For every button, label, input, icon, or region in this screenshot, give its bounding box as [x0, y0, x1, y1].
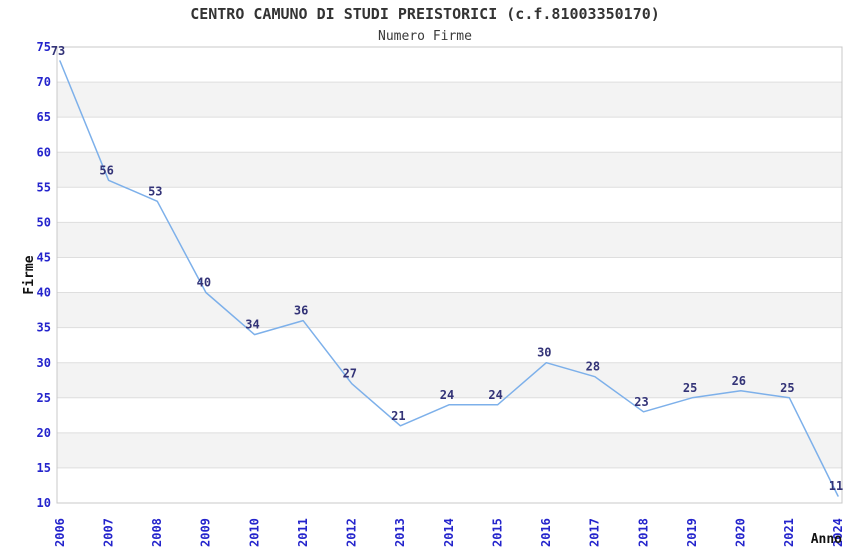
- plot-bands: [57, 82, 842, 468]
- y-tick-label: 45: [37, 251, 51, 265]
- y-tick-label: 30: [37, 356, 51, 370]
- x-axis-tick-labels: 2006 2007 2008 2009 2010 2011 2012 2013 2014 2015…: [53, 518, 845, 547]
- data-point-label: 73: [51, 44, 65, 58]
- data-point-label: 56: [99, 163, 113, 177]
- y-tick-label: 40: [37, 286, 51, 300]
- data-point-label: 34: [245, 318, 259, 332]
- x-tick-label: 2009: [199, 518, 213, 547]
- x-tick-label: 2024: [831, 518, 845, 547]
- plot-band: [57, 432, 842, 468]
- x-tick-label: 2021: [782, 518, 796, 547]
- y-tick-label: 65: [37, 110, 51, 124]
- series-group: [59, 60, 839, 497]
- x-tick-label: 2008: [150, 518, 164, 547]
- y-tick-label: 55: [37, 180, 51, 194]
- x-tick-label: 2019: [685, 518, 699, 547]
- data-point-label: 27: [343, 367, 357, 381]
- series-line: [59, 60, 839, 497]
- x-tick-label: 2017: [588, 518, 602, 547]
- plot-band: [57, 362, 842, 398]
- chart-title: CENTRO CAMUNO DI STUDI PREISTORICI (c.f.…: [190, 5, 660, 23]
- x-tick-label: 2013: [393, 518, 407, 547]
- data-point-label: 21: [391, 409, 405, 423]
- plot-band: [57, 292, 842, 328]
- plot-band: [57, 82, 842, 118]
- y-tick-label: 60: [37, 145, 51, 159]
- data-point-label: 30: [537, 346, 551, 360]
- data-point-label: 25: [780, 381, 794, 395]
- y-tick-label: 25: [37, 391, 51, 405]
- data-point-label: 24: [440, 388, 454, 402]
- y-tick-label: 10: [37, 496, 51, 510]
- plot-band: [57, 222, 842, 258]
- y-tick-label: 15: [37, 461, 51, 475]
- x-tick-label: 2011: [296, 518, 310, 547]
- data-point-label: 23: [634, 395, 648, 409]
- x-axis-title: Anno: [811, 532, 842, 547]
- data-point-label: 25: [683, 381, 697, 395]
- x-tick-label: 2012: [345, 518, 359, 547]
- data-point-label: 28: [586, 360, 600, 374]
- data-point-label: 36: [294, 304, 308, 318]
- y-tick-label: 20: [37, 426, 51, 440]
- y-tick-label: 50: [37, 215, 51, 229]
- data-labels-group: 73 56 53 40 34 36 27 21 24 24 30 28 23 25 26 25 11: [51, 44, 843, 493]
- data-point-label: 11: [829, 479, 843, 493]
- x-tick-label: 2007: [101, 518, 115, 547]
- x-tick-label: 2014: [442, 518, 456, 547]
- plot-border: [56, 46, 843, 504]
- data-point-label: 40: [197, 276, 211, 290]
- y-tick-label: 35: [37, 321, 51, 335]
- x-tick-label: 2020: [734, 518, 748, 547]
- y-tick-label: 70: [37, 75, 51, 89]
- data-point-label: 24: [488, 388, 502, 402]
- y-tick-label: 75: [37, 40, 51, 54]
- x-tick-label: 2006: [53, 518, 67, 547]
- plot-band: [57, 152, 842, 188]
- x-tick-label: 2018: [636, 518, 650, 547]
- y-axis-title: Firme: [22, 255, 37, 294]
- x-tick-label: 2015: [490, 518, 504, 547]
- data-point-label: 26: [732, 374, 746, 388]
- x-tick-label: 2016: [539, 518, 553, 547]
- chart-subtitle: Numero Firme: [378, 29, 472, 44]
- x-tick-label: 2010: [247, 518, 261, 547]
- data-point-label: 53: [148, 184, 162, 198]
- y-axis-tick-labels: 10 15 20 25 30 35 40 45 50 55 60 65 70 75: [37, 40, 51, 510]
